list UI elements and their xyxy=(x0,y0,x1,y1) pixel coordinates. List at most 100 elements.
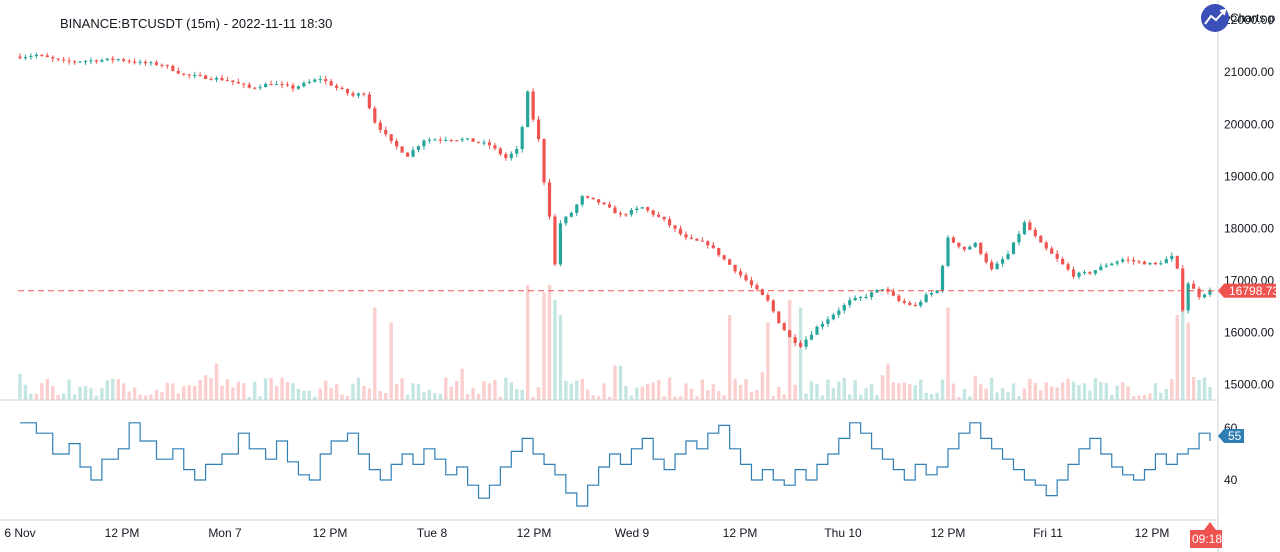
indicator-value-tag xyxy=(1218,429,1244,443)
volume-bar xyxy=(504,377,508,400)
volume-bar xyxy=(580,378,584,400)
volume-bar xyxy=(973,375,977,400)
candle-body xyxy=(848,300,852,305)
volume-bar xyxy=(809,381,814,400)
time-tick-label: Thu 10 xyxy=(824,526,862,540)
candle-body xyxy=(258,87,262,89)
volume-bar xyxy=(45,378,49,400)
volume-bar xyxy=(291,383,295,400)
time-tick-label: Tue 8 xyxy=(417,526,448,540)
candle-body xyxy=(798,343,803,347)
volume-bar xyxy=(132,387,137,400)
candle-body xyxy=(657,214,661,217)
candle-body xyxy=(280,84,284,86)
volume-bar xyxy=(160,392,164,400)
volume-bar xyxy=(1126,386,1130,400)
candle-body xyxy=(569,212,573,217)
candle-body xyxy=(1148,262,1152,265)
candle-body xyxy=(1017,234,1021,243)
volume-bar xyxy=(1099,382,1103,400)
time-tick-label: 12 PM xyxy=(723,526,758,540)
candle-body xyxy=(1137,261,1141,263)
volume-bar xyxy=(400,378,404,400)
candle-body xyxy=(40,54,44,56)
candle-body xyxy=(1033,229,1037,237)
volume-bar xyxy=(182,386,186,400)
volume-bar xyxy=(558,315,563,400)
candle-body xyxy=(662,216,666,220)
volume-bar xyxy=(766,322,770,400)
volume-bar xyxy=(738,384,743,400)
volume-bar xyxy=(487,383,492,400)
volume-bar xyxy=(362,385,366,400)
candle-body xyxy=(362,93,366,95)
volume-bar xyxy=(482,381,486,400)
volume-bar xyxy=(662,396,666,400)
volume-bar xyxy=(394,383,399,400)
volume-bar xyxy=(946,307,950,400)
volume-bar xyxy=(1006,392,1010,400)
candle-body xyxy=(1121,259,1125,262)
candle-body xyxy=(94,60,99,62)
volume-bar xyxy=(100,388,104,400)
candle-body xyxy=(433,139,437,141)
candle-body xyxy=(100,59,104,62)
candle-body xyxy=(493,145,497,149)
candle-body xyxy=(695,238,699,241)
candle-body xyxy=(646,207,650,211)
volume-bar xyxy=(629,395,634,400)
volume-bar xyxy=(444,377,448,400)
volume-bar xyxy=(449,386,453,400)
current-time-label: 09:18 xyxy=(1190,522,1222,548)
volume-bar xyxy=(706,390,710,400)
candle-body xyxy=(760,289,764,296)
candle-body xyxy=(673,225,677,229)
candle-body xyxy=(313,79,317,82)
price-axis[interactable]: 22000.00 21000.00 20000.00 19000.00 18000.00… xyxy=(1224,13,1274,391)
candle-body xyxy=(411,149,415,157)
volume-bar xyxy=(187,385,191,400)
volume-bar xyxy=(122,383,126,400)
candle-body xyxy=(738,271,743,276)
candle-body xyxy=(274,84,279,86)
candle-body xyxy=(968,246,972,250)
candle-body xyxy=(591,197,595,200)
time-tick-label: 12 PM xyxy=(931,526,966,540)
volume-bar xyxy=(127,391,131,400)
volume-bar xyxy=(564,380,568,400)
volume-bar xyxy=(689,388,694,400)
candle-body xyxy=(476,141,481,143)
volume-bar xyxy=(646,384,650,400)
candle-body xyxy=(1170,255,1174,260)
volume-bar xyxy=(192,385,197,400)
time-tick-label: Fri 11 xyxy=(1033,526,1063,540)
volume-bar xyxy=(307,390,312,400)
time-axis[interactable]: 6 Nov 12 PM Mon 7 12 PM Tue 8 12 PM Wed 9 12 PM… xyxy=(4,526,1169,540)
candle-body xyxy=(1000,259,1005,264)
candle-body xyxy=(1050,248,1054,254)
candle-body xyxy=(89,60,93,62)
volume-bar xyxy=(334,384,339,400)
candle-body xyxy=(826,319,830,324)
volume-bar xyxy=(1060,382,1065,400)
volume-bar xyxy=(891,382,896,400)
candle-body xyxy=(564,216,568,224)
candle-body xyxy=(122,59,126,61)
candle-body xyxy=(678,228,683,235)
volume-bar xyxy=(493,379,497,400)
charts-logo[interactable]: Charts p xyxy=(1201,4,1276,32)
candle-body xyxy=(1028,222,1032,230)
candle-body xyxy=(684,234,688,238)
volume-bar xyxy=(438,393,443,400)
price-tick-label: 16000.00 xyxy=(1224,325,1274,339)
volume-bar xyxy=(176,393,181,400)
candle-body xyxy=(1066,264,1070,270)
time-tick-label: 12 PM xyxy=(313,526,348,540)
volume-bar xyxy=(968,396,972,400)
candle-body xyxy=(405,152,410,157)
candle-body xyxy=(1175,255,1179,269)
indicator-value-text: 55 xyxy=(1228,429,1242,443)
volume-bar xyxy=(667,377,672,400)
candle-body xyxy=(820,323,825,327)
candle-body xyxy=(984,253,988,263)
